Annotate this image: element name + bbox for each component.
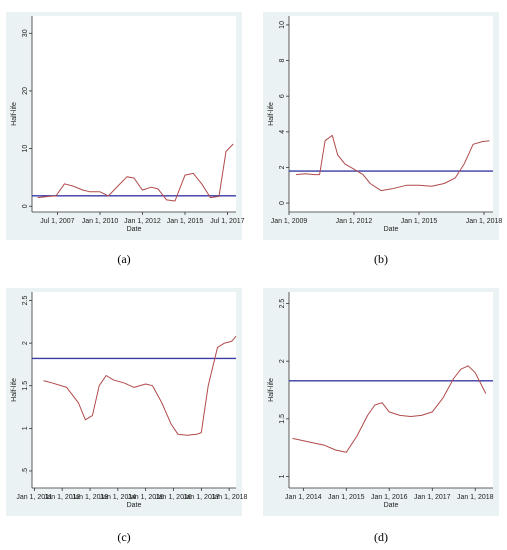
y-tick-label: 1.5 [22,381,29,391]
plot-area [289,16,493,212]
y-axis-title: Half-life [268,378,275,402]
y-axis-title: Half-life [11,102,18,126]
series-line [296,134,490,192]
y-tick-label: 10 [22,145,29,153]
y-tick-label: 4 [279,130,286,134]
x-axis-title: Date [127,502,142,509]
y-tick-label: .5 [22,468,29,474]
x-tick-label: Jan 1, 2014 [285,494,322,501]
chart-panel-a: 0 10 20 30 Jul 1, 2007 Jan 1, 2010 Jan 1, 2012… [6,12,245,240]
chart-b: 0 2 4 6 8 10 Jan 1, 2009 Jan 1, 2012 Jan 1, 2015… [268,16,502,233]
caption-b: (b) [374,252,388,266]
x-axis-title: Date [384,226,399,233]
x-tick-label: Jan 1, 2018 [457,494,494,501]
x-tick-label: Jan 1, 2014 [100,494,137,501]
x-tick-label: Jan 1, 2013 [72,494,109,501]
chart-a: 0 10 20 30 Jul 1, 2007 Jan 1, 2010 Jan 1, 2012… [11,16,245,233]
x-tick-label: Jan 1, 2016 [155,494,192,501]
caption-c: (c) [117,530,131,544]
series-line [292,365,487,453]
x-axis-title: Date [384,502,399,509]
series-line [43,335,237,436]
x-tick-label: Jan 1, 2015 [328,494,365,501]
x-tick-label: Jan 1, 2010 [82,218,119,225]
y-tick-label: 1.5 [279,414,286,424]
caption-d: (d) [374,530,388,544]
x-tick-label: Jan 1, 2016 [371,494,408,501]
chart-d: 1 1.5 2 2.5 Jan 1, 2014 Jan 1, 2015 Jan 1, 201… [268,292,494,509]
caption-a: (a) [117,252,131,266]
y-tick-label: 2.5 [22,296,29,306]
x-tick-label: Jan 1, 2018 [466,218,503,225]
plot-area [289,292,493,488]
x-tick-label: Jan 1, 2015 [167,218,204,225]
y-tick-label: 30 [22,29,29,37]
x-tick-label: Jan 1, 2011 [16,494,52,501]
chart-panel-b: 0 2 4 6 8 10 Jan 1, 2009 Jan 1, 2012 Jan 1, 2015… [263,12,502,240]
chart-panel-c: .5 1 1.5 2 2.5 Jan 1, 2011 Jan 1, 2012 Jan 1, 2… [6,288,248,516]
plot-area [32,292,236,488]
x-tick-label: Jan 1, 2017 [183,494,220,501]
y-tick-label: 2 [22,341,29,345]
x-tick-label: Jul 1, 2007 [40,218,74,225]
y-tick-label: 20 [22,87,29,95]
x-tick-label: Jan 1, 2009 [271,218,308,225]
y-axis-title: Half-life [268,102,275,126]
x-tick-label: Jul 1, 2017 [210,218,244,225]
x-tick-label: Jan 1, 2017 [414,494,451,501]
x-tick-label: Jan 1, 2012 [44,494,81,501]
series-line [37,143,234,202]
y-tick-label: 0 [22,204,29,208]
x-tick-label: Jan 1, 2015 [401,218,438,225]
y-tick-label: 1 [22,426,29,430]
y-tick-label: 2 [279,165,286,169]
y-tick-label: 0 [279,201,286,205]
x-tick-label: Jan 1, 2015 [127,494,164,501]
x-tick-label: Jan 1, 2012 [124,218,161,225]
y-tick-label: 6 [279,94,286,98]
x-tick-label: Jan 1, 2018 [211,494,248,501]
x-tick-label: Jan 1, 2012 [336,218,373,225]
x-axis-title: Date [127,226,142,233]
chart-panel-d: 1 1.5 2 2.5 Jan 1, 2014 Jan 1, 2015 Jan 1, 201… [263,288,499,516]
y-tick-label: 8 [279,58,286,62]
y-tick-label: 10 [279,21,286,29]
y-tick-label: 1 [279,474,286,478]
plot-area [32,16,236,212]
y-tick-label: 2.5 [279,299,286,309]
y-axis-title: Half-life [11,378,18,402]
y-tick-label: 2 [279,359,286,363]
